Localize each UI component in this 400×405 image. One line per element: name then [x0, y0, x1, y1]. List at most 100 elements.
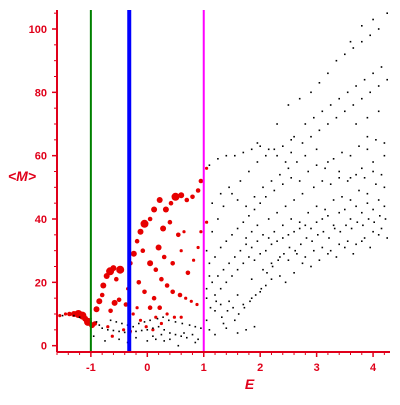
data-point-black-200: [344, 208, 346, 211]
data-point-black-261: [296, 253, 298, 255]
data-point-red-46: [182, 230, 186, 234]
data-point-black-275: [236, 199, 239, 201]
data-point-black-25: [155, 338, 157, 341]
data-point-black-253: [301, 192, 304, 195]
data-point-black-22: [92, 335, 95, 337]
data-point-black-65: [256, 240, 259, 242]
data-point-red-55: [170, 289, 175, 295]
data-point-black-229: [328, 237, 330, 239]
data-point-red-50: [140, 248, 146, 253]
data-point-black-127: [284, 161, 287, 163]
data-point-black-124: [259, 145, 261, 147]
data-point-black-288: [73, 314, 75, 317]
data-point-black-157: [318, 129, 321, 132]
data-point-red-23: [110, 334, 114, 338]
data-point-black-145: [335, 59, 338, 62]
data-point-black-195: [315, 221, 318, 223]
data-point-black-173: [366, 116, 369, 119]
data-point-black-70: [290, 218, 292, 220]
data-point-black-30: [245, 329, 247, 331]
data-point-black-104: [366, 148, 369, 151]
y-axis-title: <M>: [8, 168, 36, 184]
data-point-black-63: [245, 243, 247, 246]
data-point-red-32: [147, 216, 153, 222]
data-point-black-319: [366, 135, 369, 138]
data-point-black-228: [322, 230, 325, 233]
data-point-black-193: [304, 224, 307, 227]
data-point-black-44: [293, 272, 295, 274]
data-point-red-47: [155, 244, 162, 251]
data-point-black-129: [304, 123, 307, 125]
data-point-red-75: [131, 312, 135, 316]
data-point-black-262: [304, 256, 307, 258]
data-point-black-247: [372, 170, 374, 173]
data-point-black-215: [249, 300, 251, 303]
data-point-black-221: [283, 253, 285, 255]
data-point-black-260: [287, 259, 290, 261]
data-point-black-108: [217, 218, 219, 220]
data-point-black-307: [160, 333, 163, 336]
data-point-black-254: [250, 230, 253, 233]
data-point-black-164: [377, 85, 380, 87]
data-point-black-47: [318, 259, 321, 261]
data-point-black-116: [282, 145, 284, 147]
data-point-black-303: [188, 324, 191, 326]
data-point-black-198: [332, 224, 335, 227]
data-point-black-147: [352, 47, 355, 49]
data-point-black-152: [349, 40, 352, 43]
data-point-red-63: [172, 315, 176, 319]
data-point-black-32: [205, 319, 208, 322]
data-point-black-64: [250, 246, 253, 249]
data-point-black-265: [329, 249, 332, 252]
data-point-black-237: [373, 221, 375, 223]
data-point-black-106: [383, 142, 386, 144]
data-point-black-136: [363, 78, 366, 81]
data-point-black-40: [265, 284, 267, 287]
data-point-red-1: [63, 312, 68, 316]
data-point-red-45: [176, 232, 181, 238]
data-point-black-8: [123, 331, 126, 334]
data-point-black-148: [361, 40, 363, 43]
data-point-black-271: [380, 227, 383, 230]
data-point-black-88: [242, 221, 245, 223]
data-point-black-142: [310, 91, 312, 94]
x-axis-title: E: [245, 376, 255, 392]
data-point-black-144: [327, 72, 329, 75]
data-point-black-109: [222, 205, 225, 208]
y-tick-label-0: 0: [41, 341, 47, 353]
data-point-black-166: [327, 161, 329, 163]
data-point-black-256: [245, 237, 247, 239]
data-point-black-78: [358, 189, 360, 192]
data-point-black-296: [143, 321, 146, 323]
data-point-red-67: [147, 305, 153, 311]
data-point-black-239: [384, 218, 387, 220]
data-point-red-29: [134, 238, 140, 244]
data-point-black-46: [310, 265, 312, 268]
data-point-black-170: [372, 161, 374, 163]
data-point-red-38: [178, 192, 185, 199]
data-point-black-3: [98, 324, 101, 326]
data-point-black-55: [386, 237, 388, 239]
data-point-black-251: [284, 205, 287, 208]
data-point-black-292: [121, 322, 123, 325]
data-point-red-68: [154, 315, 158, 319]
data-point-black-102: [349, 154, 352, 157]
data-point-black-52: [361, 240, 363, 242]
data-point-red-31: [140, 219, 149, 228]
data-point-black-165: [315, 148, 318, 151]
data-point-black-300: [168, 319, 170, 322]
data-point-red-20: [111, 299, 118, 306]
data-point-black-4: [101, 327, 103, 329]
data-point-black-86: [231, 234, 233, 236]
data-point-black-240: [313, 186, 315, 189]
data-point-red-11: [96, 298, 103, 305]
data-point-black-226: [311, 240, 313, 242]
x-tick-label-1: 0: [144, 362, 150, 374]
data-point-black-123: [250, 148, 253, 151]
data-point-black-79: [366, 192, 369, 195]
data-point-black-159: [335, 116, 338, 119]
vertical-lines-layer: [89, 10, 205, 352]
data-point-black-181: [236, 268, 239, 271]
data-point-black-305: [200, 327, 202, 329]
data-point-black-302: [181, 322, 184, 325]
